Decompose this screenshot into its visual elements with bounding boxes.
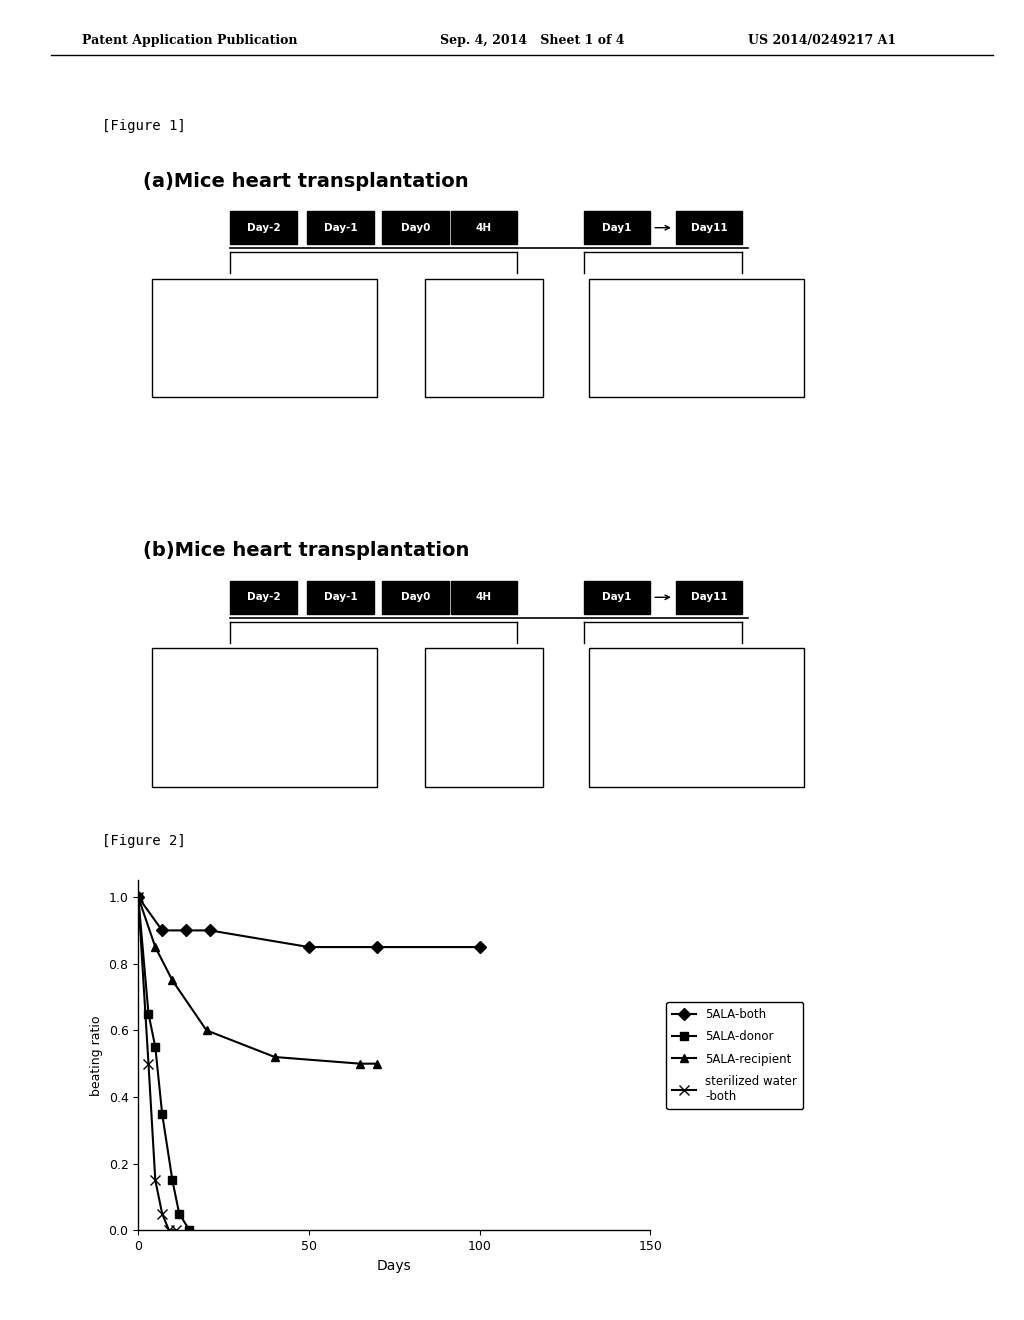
5ALA-both — [303, 939, 315, 954]
Text: B10: B10 — [473, 667, 495, 676]
sterilized water
-both — [170, 1222, 182, 1238]
Text: (a)5-ALA 100mg/kg(i.p.): (a)5-ALA 100mg/kg(i.p.) — [634, 685, 759, 694]
Text: [Figure 1]: [Figure 1] — [102, 119, 186, 133]
Line: 5ALA-donor: 5ALA-donor — [134, 892, 194, 1234]
5ALA-both — [156, 923, 168, 939]
Text: [Figure 2]: [Figure 2] — [102, 834, 186, 849]
5ALA-recipient — [354, 1056, 367, 1072]
Text: Fe2⁺ 11.5mg/kg(p.o.): Fe2⁺ 11.5mg/kg(p.o.) — [641, 768, 752, 777]
Line: 5ALA-both: 5ALA-both — [134, 892, 483, 952]
sterilized water
-both — [163, 1222, 175, 1238]
Text: Day1: Day1 — [602, 593, 632, 602]
5ALA-recipient — [268, 1049, 281, 1065]
Text: 4H: 4H — [476, 593, 492, 602]
Text: B10: B10 — [473, 293, 495, 304]
Text: Patent Application Publication: Patent Application Publication — [82, 34, 297, 48]
Text: (b)Mice heart transplantation: (b)Mice heart transplantation — [143, 541, 470, 560]
Text: 4H: 4H — [476, 223, 492, 232]
Y-axis label: beating ratio: beating ratio — [90, 1015, 103, 1096]
5ALA-donor — [183, 1222, 196, 1238]
Text: (b)5-ALA 100mg/kg(p.o.): (b)5-ALA 100mg/kg(p.o.) — [632, 741, 761, 750]
5ALA-recipient — [201, 1023, 213, 1039]
Text: 5-ALA 100mg/kg(p.o.): 5-ALA 100mg/kg(p.o.) — [635, 333, 758, 343]
Text: CBA: CBA — [685, 293, 708, 304]
Text: Day0: Day0 — [400, 223, 430, 232]
5ALA-donor — [150, 1039, 162, 1055]
5ALA-recipient — [132, 890, 144, 906]
sterilized water
-both — [150, 1172, 162, 1188]
Text: Day11: Day11 — [691, 593, 727, 602]
5ALA-both — [180, 923, 193, 939]
Text: Fe2⁺ 115mg/kg(p.o.): Fe2⁺ 115mg/kg(p.o.) — [207, 378, 322, 388]
Text: Day0: Day0 — [400, 593, 430, 602]
5ALA-both — [132, 890, 144, 906]
5ALA-donor — [132, 890, 144, 906]
Text: CBA: CBA — [685, 657, 708, 667]
Text: B10: B10 — [253, 288, 275, 298]
sterilized water
-both — [132, 890, 144, 906]
5ALA-donor — [166, 1172, 178, 1188]
Text: US 2014/0249217 A1: US 2014/0249217 A1 — [748, 34, 896, 48]
Text: (a)Mice heart transplantation: (a)Mice heart transplantation — [143, 172, 469, 190]
5ALA-recipient — [166, 973, 178, 989]
sterilized water
-both — [156, 1205, 168, 1221]
Text: Fe2⁺ 115mg/kg(p.o): Fe2⁺ 115mg/kg(p.o) — [640, 372, 753, 383]
X-axis label: Days: Days — [377, 1258, 412, 1272]
5ALA-both — [473, 939, 485, 954]
Text: (b)5-ALA 100mg/kg(p.o.): (b)5-ALA 100mg/kg(p.o.) — [200, 741, 329, 750]
Text: Fe2⁺ 11.5mg/kg(p.o.): Fe2⁺ 11.5mg/kg(p.o.) — [209, 768, 319, 777]
5ALA-recipient — [150, 939, 162, 954]
Text: Day-2: Day-2 — [247, 593, 281, 602]
Text: Sep. 4, 2014   Sheet 1 of 4: Sep. 4, 2014 Sheet 1 of 4 — [440, 34, 625, 48]
Text: |: | — [482, 333, 485, 343]
Text: 5-ALA: 5-ALA — [248, 318, 281, 329]
Text: (a)5-ALA 100mg/kg(i.p.): (a)5-ALA 100mg/kg(i.p.) — [202, 685, 327, 694]
Legend: 5ALA-both, 5ALA-donor, 5ALA-recipient, sterilized water
-both: 5ALA-both, 5ALA-donor, 5ALA-recipient, s… — [667, 1002, 803, 1109]
Text: B10: B10 — [254, 657, 274, 667]
Text: Day11: Day11 — [691, 223, 727, 232]
5ALA-recipient — [371, 1056, 383, 1072]
5ALA-both — [371, 939, 383, 954]
Text: |: | — [482, 713, 485, 722]
sterilized water
-both — [142, 1056, 155, 1072]
Text: Day-1: Day-1 — [324, 223, 357, 232]
5ALA-both — [204, 923, 216, 939]
Text: Day-1: Day-1 — [324, 593, 357, 602]
Line: sterilized water
-both: sterilized water -both — [133, 892, 180, 1236]
Text: CBA: CBA — [472, 759, 496, 768]
Text: 100mg/kg(p.o.): 100mg/kg(p.o.) — [221, 347, 307, 358]
Text: CBA: CBA — [472, 372, 496, 383]
Line: 5ALA-recipient: 5ALA-recipient — [134, 892, 381, 1068]
5ALA-donor — [142, 1006, 155, 1022]
Text: Day1: Day1 — [602, 223, 632, 232]
5ALA-donor — [156, 1106, 168, 1122]
5ALA-donor — [173, 1205, 185, 1221]
Text: Day-2: Day-2 — [247, 223, 281, 232]
